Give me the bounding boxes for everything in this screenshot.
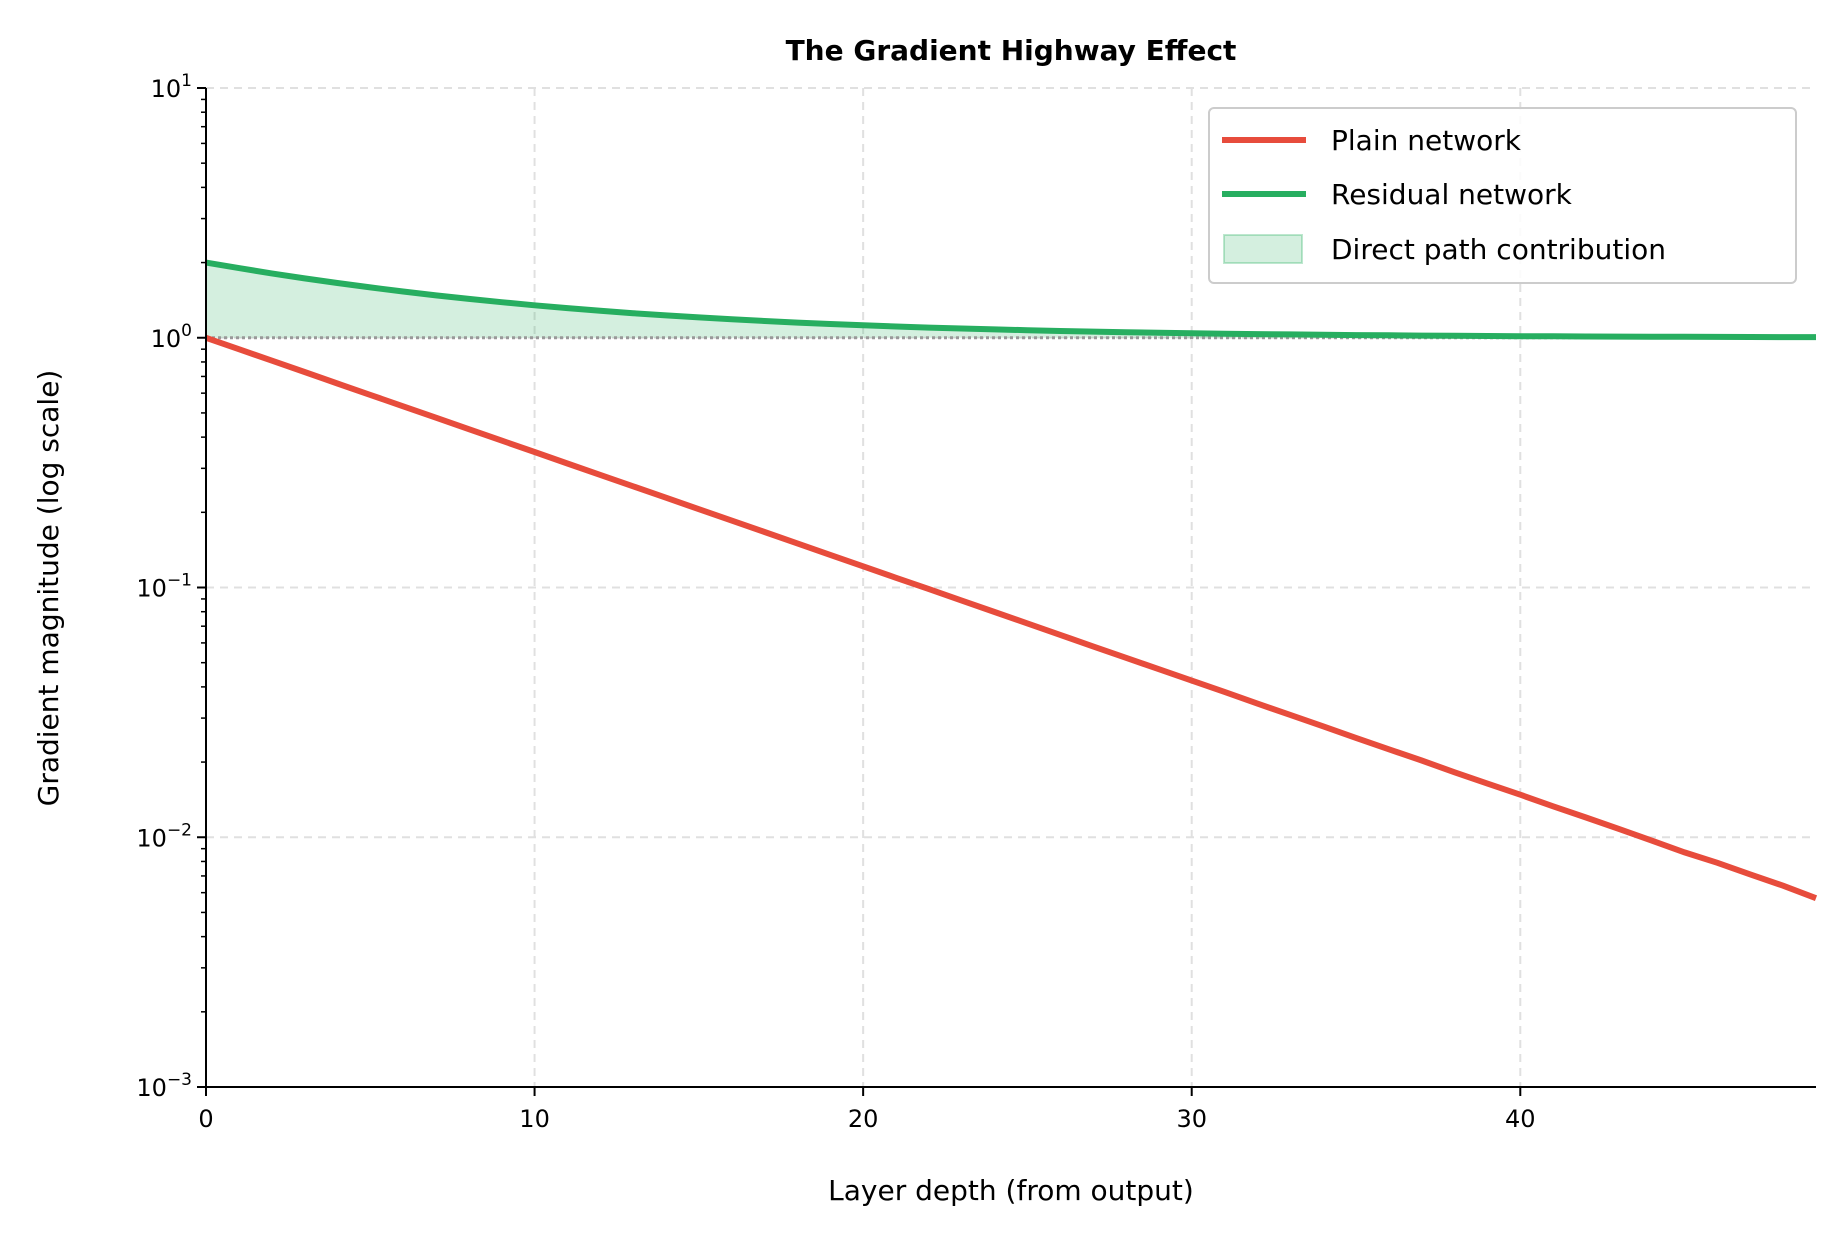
y-tick-label: 101 [151, 71, 192, 103]
x-axis-label: Layer depth (from output) [828, 1174, 1194, 1207]
x-tick-label: 40 [1505, 1105, 1536, 1133]
y-ticks: 10−3 10−2 10−1 100 101 [136, 71, 206, 1102]
y-axis-label: Gradient magnitude (log scale) [32, 370, 65, 807]
x-ticks: 0 10 20 30 40 [198, 1087, 1536, 1133]
series-line-plain-network [205, 334, 1818, 902]
x-tick-label: 0 [198, 1105, 213, 1133]
y-tick-label: 100 [151, 321, 192, 353]
y-tick-label: 10−3 [136, 1070, 192, 1102]
legend-label-fill: Direct path contribution [1331, 233, 1666, 266]
x-tick-label: 30 [1176, 1105, 1207, 1133]
y-tick-label: 10−2 [136, 820, 192, 852]
legend-label-residual: Residual network [1331, 178, 1573, 211]
x-tick-label: 10 [519, 1105, 550, 1133]
legend: Plain network Residual network Direct pa… [1208, 107, 1797, 284]
legend-frame [1208, 107, 1797, 284]
chart-title: The Gradient Highway Effect [786, 34, 1237, 67]
legend-swatch-fill [1223, 234, 1303, 264]
legend-label-plain: Plain network [1331, 124, 1522, 157]
series-line-residual-network [205, 259, 1816, 341]
x-tick-label: 20 [848, 1105, 879, 1133]
y-tick-label: 10−1 [136, 571, 192, 603]
direct-path-fill [206, 262, 1816, 338]
